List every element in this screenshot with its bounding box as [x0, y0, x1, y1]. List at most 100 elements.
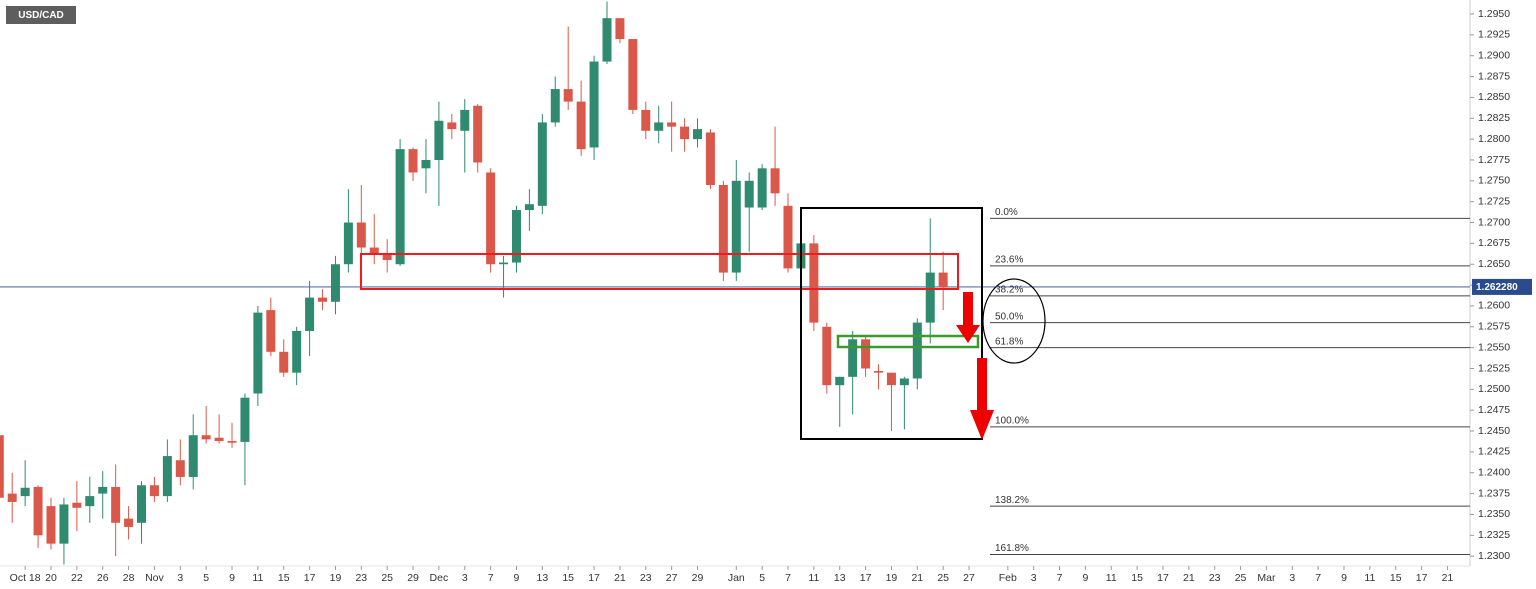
- candle-body: [305, 297, 315, 331]
- y-tick-label: 1.2600: [1478, 300, 1510, 312]
- x-tick-label: 23: [1209, 572, 1221, 584]
- candle-body: [318, 297, 328, 302]
- x-tick-label: 21: [614, 572, 626, 584]
- x-tick-label: 9: [1082, 572, 1088, 584]
- x-tick-label: 21: [911, 572, 923, 584]
- x-tick-label: 5: [203, 572, 209, 584]
- fib-label: 0.0%: [995, 207, 1018, 218]
- candle-body: [201, 435, 211, 440]
- x-tick-label: 23: [355, 572, 367, 584]
- fib-label: 50.0%: [995, 311, 1023, 322]
- candle-body: [369, 247, 379, 255]
- fib-label: 161.8%: [995, 543, 1029, 554]
- y-tick-label: 1.2650: [1478, 258, 1510, 270]
- candle-body: [124, 518, 134, 527]
- candle-body: [227, 441, 237, 443]
- x-tick-label: 21: [1183, 572, 1195, 584]
- fib-label: 61.8%: [995, 336, 1023, 347]
- y-tick-label: 1.2450: [1478, 425, 1510, 437]
- candle-body: [576, 101, 586, 150]
- candle-body: [874, 370, 884, 373]
- y-tick-label: 1.2400: [1478, 467, 1510, 479]
- x-tick-label: 13: [834, 572, 846, 584]
- candle-body: [486, 172, 496, 265]
- candle-body: [98, 486, 108, 494]
- candle-body: [770, 168, 780, 194]
- x-tick-label: 29: [692, 572, 704, 584]
- fib-label: 38.2%: [995, 285, 1023, 296]
- support-box: [836, 334, 980, 349]
- candle-body: [886, 372, 896, 386]
- x-tick-label: 5: [759, 572, 765, 584]
- resistance-box: [360, 253, 959, 290]
- candle-body: [744, 180, 754, 208]
- candle-body: [33, 486, 43, 536]
- x-tick-label: 15: [562, 572, 574, 584]
- candle-body: [511, 210, 521, 263]
- candle-body: [253, 312, 263, 394]
- candle-body: [602, 18, 612, 62]
- x-tick-label: 17: [588, 572, 600, 584]
- candle-body: [214, 437, 224, 442]
- x-tick-label: 11: [1364, 572, 1375, 584]
- candle-body: [46, 506, 56, 544]
- fib-ellipse: [982, 278, 1046, 364]
- candle-body: [705, 132, 715, 185]
- x-tick-label: 27: [666, 572, 678, 584]
- candle-body: [654, 122, 664, 131]
- marks: [0, 1, 1470, 565]
- x-tick-label: 19: [886, 572, 898, 584]
- candle-body: [783, 205, 793, 269]
- y-tick-label: 1.2700: [1478, 216, 1510, 228]
- candle-body: [537, 122, 547, 206]
- x-tick-label: 7: [785, 572, 791, 584]
- y-tick-label: 1.2500: [1478, 383, 1510, 395]
- fib-label: 138.2%: [995, 495, 1029, 506]
- candle-body: [589, 61, 599, 148]
- candle-body: [266, 310, 276, 352]
- last-price-box: [1472, 278, 1532, 295]
- candle-body: [137, 485, 147, 523]
- x-tick-label: 17: [1157, 572, 1169, 584]
- x-tick-label: 7: [488, 572, 494, 584]
- candle-body: [330, 264, 340, 302]
- y-tick-label: 1.2425: [1478, 446, 1510, 458]
- candle-body: [809, 243, 819, 323]
- y-tick-label: 1.2350: [1478, 508, 1510, 520]
- candle-body: [848, 339, 858, 377]
- x-tick-label: Oct 18: [10, 572, 41, 584]
- x-tick-label: 3: [462, 572, 468, 584]
- x-tick-label: 20: [45, 572, 57, 584]
- candle-body: [563, 89, 573, 102]
- x-tick-label: 17: [304, 572, 316, 584]
- x-tick-label: 13: [536, 572, 548, 584]
- candle-body: [925, 272, 935, 323]
- x-tick-label: 19: [330, 572, 342, 584]
- candle-body: [434, 120, 444, 160]
- last-price-label: 1.262280: [1476, 282, 1518, 293]
- x-tick-label: 23: [640, 572, 652, 584]
- x-tick-label: 29: [407, 572, 419, 584]
- candle-body: [550, 89, 560, 123]
- candle-body: [899, 378, 909, 386]
- candle-body: [693, 129, 702, 140]
- candle-body: [499, 262, 509, 265]
- range-box: [800, 207, 983, 440]
- x-tick-label: Mar: [1257, 572, 1276, 584]
- x-tick-label: 17: [860, 572, 872, 584]
- y-tick-label: 1.2725: [1478, 195, 1510, 207]
- candle-body: [382, 254, 392, 261]
- y-tick-label: 1.2950: [1478, 8, 1510, 20]
- x-tick-label: 9: [229, 572, 235, 584]
- x-tick-label: 9: [514, 572, 520, 584]
- candle-body: [408, 149, 418, 173]
- y-tick-label: 1.2800: [1478, 133, 1510, 145]
- x-tick-label: 22: [71, 572, 83, 584]
- candle-body: [356, 222, 366, 248]
- x-tick-label: Jan: [728, 572, 745, 584]
- x-tick-label: Feb: [999, 572, 1017, 584]
- x-tick-label: 11: [1106, 572, 1117, 584]
- x-tick-label: 28: [123, 572, 135, 584]
- x-tick-label: 15: [1390, 572, 1402, 584]
- candle-body: [421, 159, 431, 169]
